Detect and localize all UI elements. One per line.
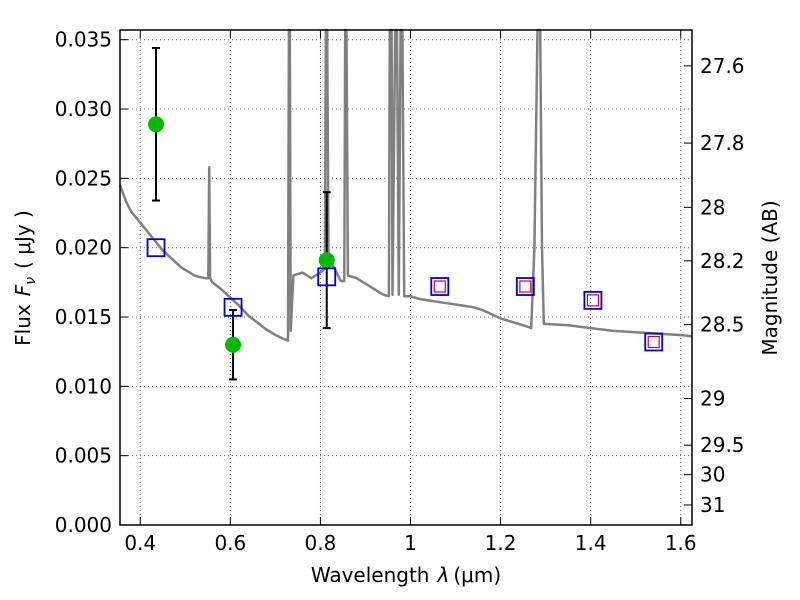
model-flux-square	[515, 277, 535, 296]
model-flux-square	[644, 332, 664, 352]
observed-point	[148, 116, 165, 133]
y2-tick-label: 30	[700, 463, 725, 487]
spectrum-series	[118, 28, 693, 342]
model-flux-square	[146, 238, 166, 258]
model-flux-square-inner	[519, 280, 532, 293]
model-flux-square-inner	[586, 294, 600, 307]
spectrum-line	[118, 28, 693, 342]
x-tick-label: 1	[404, 531, 417, 555]
y2-tick-label: 28.2	[700, 249, 745, 273]
observed-point	[225, 336, 242, 353]
model-photometry-squares	[146, 238, 664, 352]
error-bars	[152, 47, 331, 381]
y-tick-label: 0.030	[55, 97, 112, 121]
x-tick-label: 1.4	[575, 531, 607, 555]
x-tick-label: 0.8	[305, 531, 337, 555]
plot-frame	[119, 29, 693, 526]
model-flux-square	[430, 277, 450, 296]
model-flux-square	[583, 290, 603, 310]
model-flux-square	[317, 267, 337, 287]
y-tick-label: 0.020	[55, 236, 112, 260]
x-tick-label: 0.4	[124, 531, 156, 555]
model-flux-square-inner	[433, 280, 446, 293]
model-flux-square-inner	[647, 335, 660, 349]
y-axis-label: FluxFν( μJy )	[11, 210, 39, 346]
x-tick-label: 1.6	[665, 531, 697, 555]
y2-tick-label: 27.8	[700, 131, 745, 155]
observed-point	[318, 252, 335, 269]
y2-tick-label: 28.5	[700, 313, 745, 337]
y2-tick-label: 29	[700, 387, 725, 411]
observed-points	[148, 116, 335, 353]
x-tick-label: 0.6	[214, 531, 246, 555]
y-tick-label: 0.035	[55, 28, 112, 52]
y-tick-label: 0.015	[55, 305, 112, 329]
y-tick-label: 0.010	[55, 374, 112, 398]
y-tick-label: 0.025	[55, 166, 112, 190]
y2-tick-label: 28	[700, 195, 725, 219]
x-axis-label: Wavelength λ (μm)	[311, 563, 501, 587]
y2-tick-label: 31	[700, 493, 725, 517]
y-tick-label: 0.005	[55, 444, 112, 468]
y2-tick-label: 27.6	[700, 54, 745, 78]
y-tick-label: 0.000	[55, 513, 112, 537]
ticks: 0.4 0.6 0.8 1 1.2 1.4 1.6 0.000 0.005 0.010 0.015 0…	[55, 28, 745, 555]
x-tick-label: 1.2	[485, 531, 517, 555]
model-flux-square	[223, 297, 243, 317]
y2-tick-label: 29.5	[700, 433, 745, 457]
y2-axis-label: Magnitude (AB)	[758, 200, 782, 355]
